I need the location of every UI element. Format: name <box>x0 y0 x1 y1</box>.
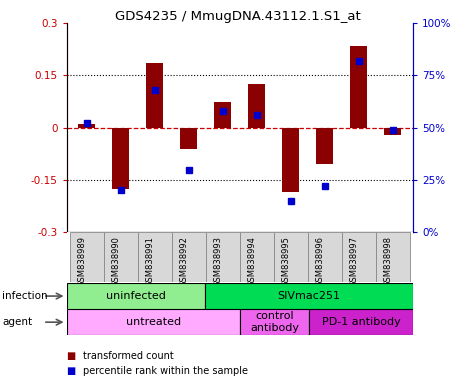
Bar <box>384 127 401 135</box>
Text: GDS4235 / MmugDNA.43112.1.S1_at: GDS4235 / MmugDNA.43112.1.S1_at <box>114 10 361 23</box>
Bar <box>240 232 274 282</box>
Text: GSM838992: GSM838992 <box>180 236 189 287</box>
Text: GSM838989: GSM838989 <box>78 236 87 287</box>
Bar <box>70 232 104 282</box>
Bar <box>274 232 308 282</box>
Bar <box>78 124 95 127</box>
Text: infection: infection <box>2 291 48 301</box>
Bar <box>308 232 342 282</box>
Text: control
antibody: control antibody <box>250 311 299 333</box>
Bar <box>172 232 206 282</box>
Text: SIVmac251: SIVmac251 <box>278 291 341 301</box>
Text: ■: ■ <box>66 366 76 376</box>
Bar <box>376 232 410 282</box>
Text: GSM838998: GSM838998 <box>384 236 393 287</box>
Text: GSM838996: GSM838996 <box>316 236 325 287</box>
Bar <box>180 127 198 149</box>
Text: GSM838991: GSM838991 <box>146 236 155 287</box>
Bar <box>206 232 240 282</box>
Text: ■: ■ <box>66 351 76 361</box>
Bar <box>104 232 138 282</box>
Bar <box>316 127 333 164</box>
Bar <box>214 101 231 127</box>
Text: GSM838993: GSM838993 <box>214 236 223 287</box>
Text: percentile rank within the sample: percentile rank within the sample <box>83 366 248 376</box>
Bar <box>351 46 367 127</box>
Text: transformed count: transformed count <box>83 351 174 361</box>
Text: GSM838997: GSM838997 <box>350 236 359 287</box>
Bar <box>138 232 172 282</box>
Text: GSM838990: GSM838990 <box>112 236 121 287</box>
Text: GSM838994: GSM838994 <box>248 236 257 287</box>
Text: GSM838995: GSM838995 <box>282 236 291 287</box>
Bar <box>248 84 266 127</box>
Bar <box>205 283 413 309</box>
Bar <box>113 127 129 189</box>
Text: PD-1 antibody: PD-1 antibody <box>322 317 400 327</box>
Bar <box>282 127 299 192</box>
Text: agent: agent <box>2 317 32 327</box>
Bar <box>66 283 205 309</box>
Text: uninfected: uninfected <box>106 291 166 301</box>
Bar <box>309 309 413 335</box>
Text: untreated: untreated <box>125 317 181 327</box>
Bar <box>342 232 376 282</box>
Bar <box>240 309 309 335</box>
Bar <box>146 63 163 127</box>
Bar <box>66 309 240 335</box>
